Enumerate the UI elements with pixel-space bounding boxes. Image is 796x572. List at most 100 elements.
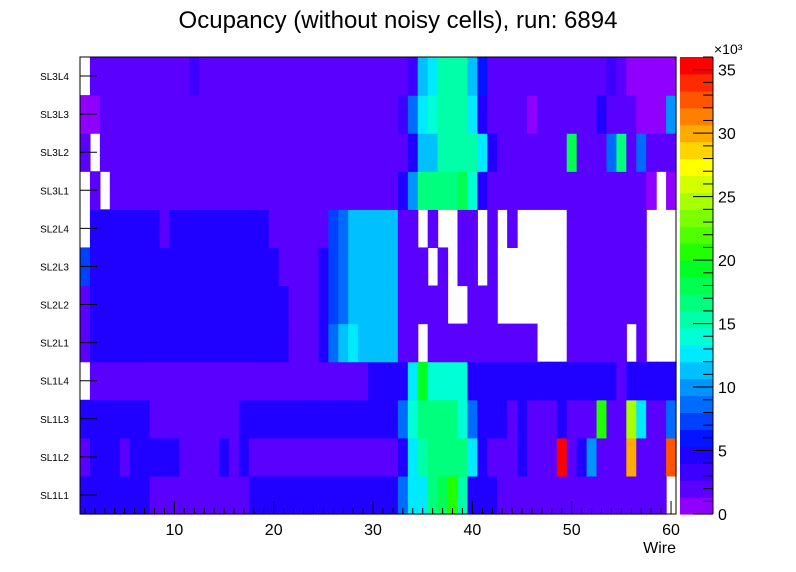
heatmap-cell bbox=[298, 133, 310, 172]
heatmap-cell bbox=[368, 285, 379, 325]
heatmap-cell bbox=[527, 399, 538, 439]
color-scale-swatch bbox=[680, 260, 713, 278]
heatmap-cell bbox=[477, 323, 488, 363]
heatmap-cell bbox=[407, 323, 419, 363]
heatmap-cell bbox=[209, 209, 220, 249]
heatmap-cell bbox=[546, 57, 558, 96]
heatmap-cell bbox=[129, 437, 141, 477]
heatmap-cell bbox=[129, 209, 141, 249]
heatmap-cell bbox=[566, 285, 578, 325]
heatmap-cell bbox=[536, 57, 548, 96]
heatmap-cell bbox=[656, 361, 667, 401]
heatmap-cell bbox=[169, 361, 180, 401]
color-scale-swatch bbox=[680, 395, 713, 414]
heatmap-cell bbox=[278, 133, 290, 172]
heatmap-cell bbox=[358, 475, 369, 515]
heatmap-cell bbox=[318, 247, 329, 287]
heatmap-cell bbox=[109, 95, 121, 134]
color-scale-swatch bbox=[680, 90, 713, 109]
heatmap-cell bbox=[487, 475, 498, 515]
heatmap-cell bbox=[616, 95, 627, 134]
heatmap-cell bbox=[159, 171, 170, 210]
heatmap-cell bbox=[477, 475, 488, 515]
heatmap-cell bbox=[199, 361, 210, 401]
heatmap-cell bbox=[229, 437, 240, 477]
heatmap-cell bbox=[109, 399, 121, 439]
heatmap-cell bbox=[378, 285, 389, 325]
heatmap-cell bbox=[298, 95, 310, 134]
heatmap-cell bbox=[268, 475, 280, 515]
heatmap-cell bbox=[417, 133, 429, 172]
heatmap-cell bbox=[358, 133, 369, 172]
heatmap-cell bbox=[467, 285, 478, 325]
heatmap-cell bbox=[596, 95, 608, 134]
heatmap-cell bbox=[318, 399, 329, 439]
heatmap-cell bbox=[646, 133, 657, 172]
color-scale-swatch bbox=[680, 480, 713, 498]
color-scale-swatch bbox=[680, 158, 713, 177]
heatmap-cell bbox=[387, 475, 399, 515]
heatmap-cell bbox=[99, 133, 111, 172]
heatmap-cell bbox=[159, 361, 170, 401]
heatmap-cell bbox=[586, 57, 598, 96]
heatmap-cell bbox=[199, 209, 210, 249]
heatmap-cell bbox=[477, 399, 488, 439]
heatmap-cell bbox=[586, 323, 598, 363]
heatmap-cell bbox=[527, 437, 538, 477]
color-scale-swatch bbox=[680, 226, 713, 244]
heatmap-cell bbox=[606, 475, 617, 515]
heatmap-cell bbox=[99, 95, 111, 134]
heatmap-cell bbox=[586, 437, 598, 477]
heatmap-cell bbox=[467, 323, 478, 363]
heatmap-cell bbox=[368, 171, 379, 210]
heatmap-cell bbox=[109, 209, 121, 249]
heatmap-cell bbox=[258, 247, 270, 287]
heatmap-cell bbox=[338, 95, 349, 134]
heatmap-cell bbox=[407, 171, 419, 210]
heatmap-cell bbox=[119, 285, 131, 325]
heatmap-cell bbox=[109, 361, 121, 401]
color-scale-swatch bbox=[680, 361, 713, 380]
heatmap-cell bbox=[209, 399, 220, 439]
heatmap-cell bbox=[636, 437, 647, 477]
heatmap-cell bbox=[566, 171, 578, 210]
heatmap-cell bbox=[219, 209, 230, 249]
heatmap-cell bbox=[199, 171, 210, 210]
heatmap-cell bbox=[159, 95, 170, 134]
heatmap-cell bbox=[179, 95, 190, 134]
heatmap-cell bbox=[576, 361, 588, 401]
heatmap-cell bbox=[606, 437, 617, 477]
heatmap-cell bbox=[238, 399, 250, 439]
heatmap-cell bbox=[527, 95, 538, 134]
heatmap-cell bbox=[616, 285, 627, 325]
heatmap-cell bbox=[368, 437, 379, 477]
heatmap-cell bbox=[298, 171, 310, 210]
heatmap-cell bbox=[586, 209, 598, 249]
heatmap-cell bbox=[348, 95, 359, 134]
heatmap-cell bbox=[397, 171, 409, 210]
heatmap-cell bbox=[149, 285, 161, 325]
heatmap-cell bbox=[338, 323, 349, 363]
heatmap-cell bbox=[169, 247, 180, 287]
heatmap-cell bbox=[596, 399, 608, 439]
heatmap-cell bbox=[556, 171, 568, 210]
x-axis: 10 20 30 40 50 60 bbox=[84, 501, 680, 539]
heatmap-cell bbox=[139, 247, 151, 287]
heatmap-cell bbox=[636, 133, 647, 172]
heatmap-cell bbox=[268, 95, 280, 134]
heatmap-cell bbox=[626, 437, 637, 477]
heatmap-cell bbox=[99, 247, 111, 287]
heatmap-cell bbox=[278, 57, 290, 96]
heatmap-cell bbox=[368, 95, 379, 134]
heatmap-cell bbox=[576, 57, 588, 96]
color-scale-swatch bbox=[680, 209, 713, 227]
heatmap-cell bbox=[616, 133, 627, 172]
heatmap-cell bbox=[229, 171, 240, 210]
heatmap-cell bbox=[606, 171, 617, 210]
heatmap-cell bbox=[646, 171, 657, 210]
heatmap-cell bbox=[596, 437, 608, 477]
heatmap-cell bbox=[209, 361, 220, 401]
heatmap-cell bbox=[179, 323, 190, 363]
heatmap-cells bbox=[80, 57, 677, 515]
heatmap-cell bbox=[288, 323, 300, 363]
